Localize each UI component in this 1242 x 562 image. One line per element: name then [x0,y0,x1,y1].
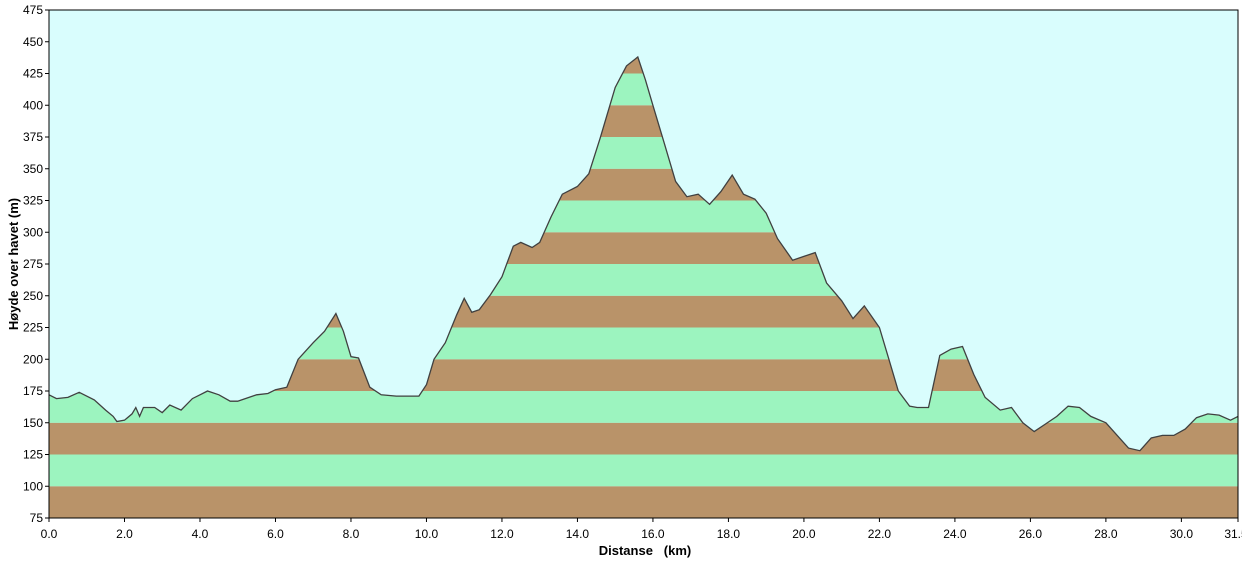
x-tick-label: 26.0 [1019,527,1043,541]
y-tick-label: 450 [23,35,43,49]
y-tick-label: 325 [23,194,43,208]
y-tick-label: 375 [23,130,43,144]
x-axis-title: Distanse (km) [599,543,691,558]
elevation-band [49,422,1238,455]
x-tick-label: 22.0 [868,527,892,541]
x-tick-label: 20.0 [792,527,816,541]
x-axis: 0.0 2.0 4.0 6.0 8.0 10.0 12.0 14.0 16.0 18.0 20.0 2… [41,518,1242,541]
x-tick-label: 18.0 [717,527,741,541]
x-tick-label: 0.0 [41,527,58,541]
x-tick-label: 2.0 [116,527,133,541]
elevation-profile-line [48,55,1239,452]
y-tick-label: 150 [23,416,43,430]
elevation-band [49,454,1238,487]
x-tick-label: 16.0 [641,527,665,541]
y-tick-label: 425 [23,67,43,81]
x-tick-label: 10.0 [415,527,439,541]
y-tick-label: 175 [23,384,43,398]
y-tick-label: 275 [23,257,43,271]
x-tick-label: 31.5 [1224,527,1242,541]
elevation-band [49,486,1238,518]
y-tick-label: 400 [23,98,43,112]
x-tick-label: 4.0 [192,527,209,541]
y-tick-label: 250 [23,289,43,303]
y-axis: 75 100 125 150 175 200 225 250 275 300 325 350 375 40… [23,3,49,525]
x-tick-label: 14.0 [566,527,590,541]
x-tick-label: 24.0 [943,527,967,541]
y-tick-label: 350 [23,162,43,176]
y-tick-label: 125 [23,448,43,462]
y-tick-label: 475 [23,3,43,17]
x-tick-label: 12.0 [490,527,514,541]
y-tick-label: 100 [23,479,43,493]
y-axis-title: Høyde over havet (m) [6,198,21,330]
y-tick-label: 75 [30,511,44,525]
x-tick-label: 30.0 [1170,527,1194,541]
x-tick-label: 28.0 [1094,527,1118,541]
y-tick-label: 200 [23,352,43,366]
y-tick-label: 300 [23,225,43,239]
x-tick-label: 6.0 [267,527,284,541]
y-tick-label: 225 [23,321,43,335]
x-tick-label: 8.0 [343,527,360,541]
